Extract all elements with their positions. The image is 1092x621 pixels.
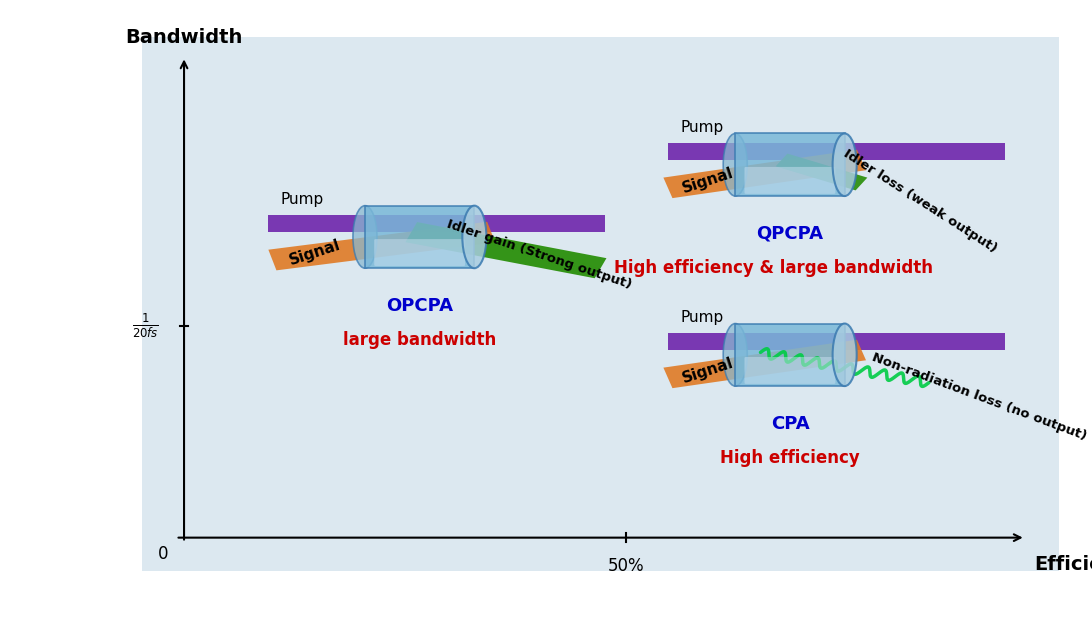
- Text: $\frac{1}{20fs}$: $\frac{1}{20fs}$: [132, 312, 158, 340]
- Text: Pump: Pump: [680, 120, 724, 135]
- Ellipse shape: [353, 206, 377, 268]
- Text: Pump: Pump: [680, 310, 724, 325]
- Text: 0: 0: [157, 545, 168, 563]
- Polygon shape: [664, 150, 866, 198]
- Polygon shape: [775, 153, 867, 191]
- Text: Signal: Signal: [680, 355, 735, 386]
- Text: Pump: Pump: [281, 192, 324, 207]
- Polygon shape: [664, 340, 866, 388]
- FancyBboxPatch shape: [365, 206, 474, 268]
- Text: Idler gain (Strong output): Idler gain (Strong output): [446, 218, 633, 292]
- Ellipse shape: [832, 324, 857, 386]
- Text: Non-radiation loss (no output): Non-radiation loss (no output): [870, 351, 1089, 443]
- Text: OPCPA: OPCPA: [387, 297, 453, 315]
- Text: Bandwidth: Bandwidth: [126, 28, 242, 47]
- Polygon shape: [668, 143, 1005, 160]
- Text: large bandwidth: large bandwidth: [343, 331, 496, 349]
- Text: Signal: Signal: [287, 237, 342, 268]
- FancyBboxPatch shape: [375, 239, 465, 266]
- Text: CPA: CPA: [771, 415, 809, 433]
- Ellipse shape: [723, 134, 747, 196]
- Ellipse shape: [462, 206, 486, 268]
- Text: Efficiency: Efficiency: [1034, 555, 1092, 574]
- Ellipse shape: [832, 134, 857, 196]
- Text: Idler loss (weak output): Idler loss (weak output): [841, 147, 999, 255]
- FancyBboxPatch shape: [735, 324, 844, 386]
- Text: High efficiency: High efficiency: [720, 448, 859, 466]
- Ellipse shape: [723, 324, 747, 386]
- Polygon shape: [269, 215, 605, 232]
- Text: High efficiency & large bandwidth: High efficiency & large bandwidth: [614, 258, 933, 276]
- Text: Signal: Signal: [680, 165, 735, 196]
- Text: 50%: 50%: [607, 557, 644, 575]
- FancyBboxPatch shape: [745, 357, 835, 384]
- FancyBboxPatch shape: [745, 167, 835, 194]
- FancyBboxPatch shape: [735, 134, 844, 196]
- Polygon shape: [269, 222, 496, 270]
- Text: QPCPA: QPCPA: [757, 225, 823, 243]
- Polygon shape: [405, 222, 606, 278]
- Polygon shape: [668, 333, 1005, 350]
